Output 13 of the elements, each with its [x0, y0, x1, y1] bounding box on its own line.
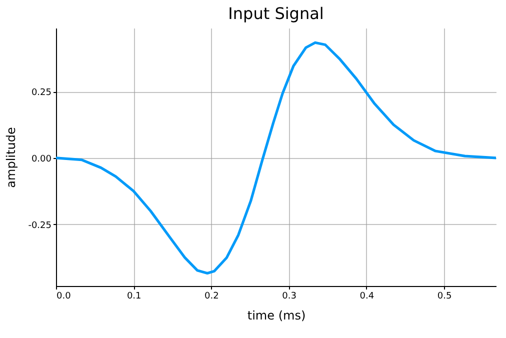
- x-tick-label: 0.2: [204, 292, 219, 302]
- y-axis-title: amplitude: [4, 127, 18, 188]
- y-tick-label: -0.25: [28, 220, 52, 231]
- x-tick-label: 0.1: [126, 292, 142, 302]
- x-tick-label: 0.4: [360, 292, 374, 302]
- line-series: [56, 41, 496, 275]
- y-tick-label: 0.25: [31, 88, 52, 98]
- chart-title: Input Signal: [228, 4, 324, 23]
- x-tick-label: 0.0: [56, 292, 72, 302]
- x-tick-label: 0.3: [282, 292, 296, 302]
- x-tick-label: 0.5: [437, 292, 452, 302]
- y-tick-label: 0.00: [31, 154, 52, 164]
- x-axis-title: time (ms): [247, 308, 306, 322]
